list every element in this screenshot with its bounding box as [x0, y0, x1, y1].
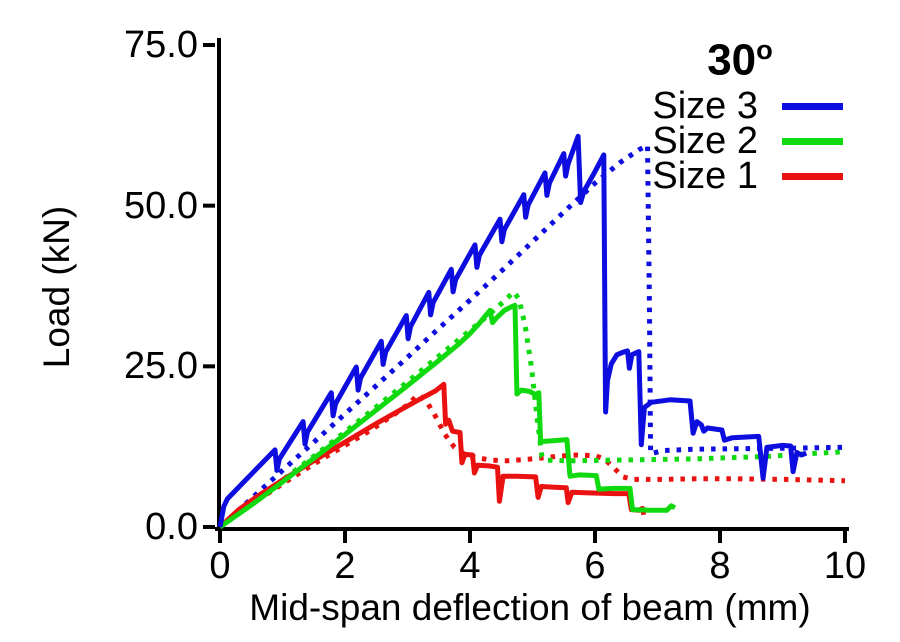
x-tick-label-10: 10 — [823, 545, 867, 587]
chart-title-degree-sup: o — [756, 34, 773, 65]
y-tick-label-25: 25.0 — [124, 345, 198, 387]
y-tick-label-75: 75.0 — [124, 24, 198, 66]
x-axis-title: Mid-span deflection of beam (mm) — [249, 587, 811, 628]
size1-solid-curve — [218, 381, 647, 529]
x-tick-label-2: 2 — [334, 545, 356, 587]
x-tick-label-0: 0 — [209, 545, 231, 587]
size3-dotted-curve — [218, 142, 846, 529]
chart-title: 30o — [620, 26, 860, 85]
legend-label-size3: Size 3 — [652, 85, 758, 127]
size1-dotted-curve — [218, 392, 846, 530]
legend-label-size2: Size 2 — [652, 120, 758, 162]
x-tick-label-6: 6 — [584, 545, 606, 587]
x-tick-label-8: 8 — [709, 545, 731, 587]
size3-solid-curve — [217, 133, 808, 528]
y-tick-label-50: 50.0 — [124, 185, 198, 227]
size2-solid-curve — [218, 302, 677, 530]
x-tick-label-4: 4 — [459, 545, 481, 587]
legend-swatch-size3 — [782, 103, 843, 110]
legend-swatch-size2 — [782, 138, 843, 145]
chart-title-text: 30 — [707, 35, 757, 85]
y-tick-label-0: 0.0 — [145, 506, 198, 548]
legend-label-size1: Size 1 — [652, 155, 758, 197]
size2-dotted-curve — [218, 289, 846, 530]
legend-swatch-size1 — [782, 173, 843, 180]
y-axis-title: Load (kN) — [36, 205, 77, 369]
